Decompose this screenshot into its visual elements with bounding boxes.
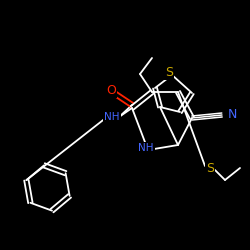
Text: N: N xyxy=(227,108,237,122)
Text: NH: NH xyxy=(138,143,154,153)
Text: S: S xyxy=(206,162,214,174)
Text: NH: NH xyxy=(104,112,120,122)
Text: O: O xyxy=(106,84,116,96)
Text: S: S xyxy=(165,66,173,78)
